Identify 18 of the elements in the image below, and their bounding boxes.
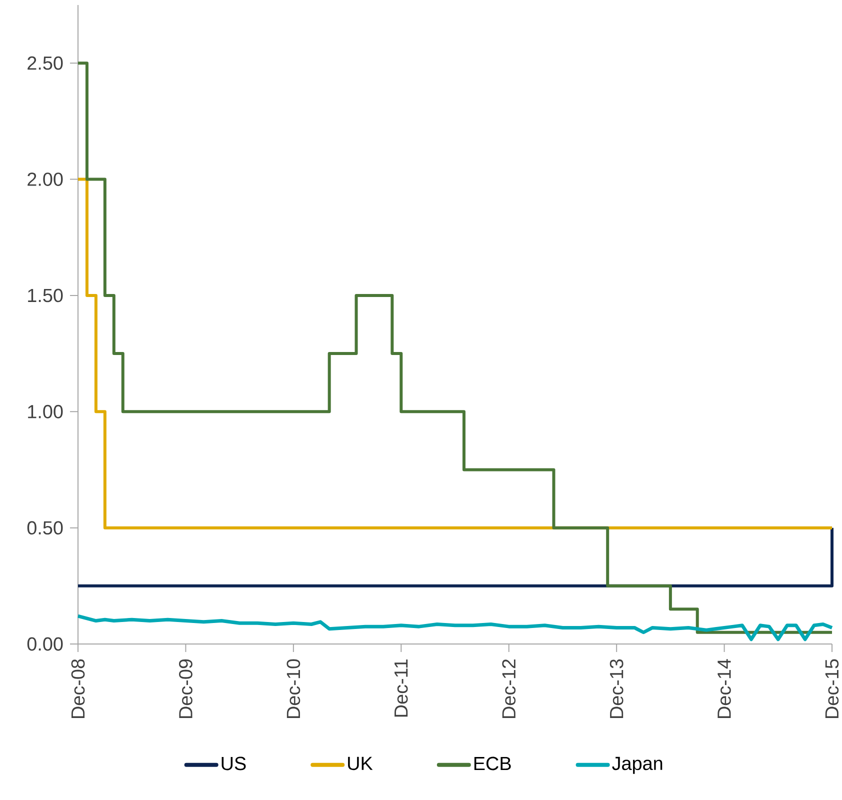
x-tick-label: Dec-10 — [286, 659, 300, 718]
y-tick-label: 0.50 — [27, 521, 63, 535]
x-tick-label: Dec-14 — [718, 659, 731, 718]
x-tick-label: Dec-15 — [825, 659, 839, 718]
legend-label: Japan — [612, 756, 662, 774]
x-tick-label: Dec-11 — [394, 659, 408, 717]
y-tick-label: 0.00 — [27, 637, 63, 651]
x-tick-label: Dec-09 — [179, 659, 192, 718]
legend-label: UK — [348, 756, 373, 770]
y-tick-label: 1.50 — [28, 288, 63, 302]
y-tick-label: 1.00 — [28, 404, 63, 418]
legend-label: US — [222, 756, 246, 770]
x-tick-label: Dec-12 — [502, 659, 516, 718]
y-tick-label: 2.00 — [28, 172, 63, 186]
y-tick-label: 2.50 — [28, 56, 63, 70]
x-tick-label: Dec-13 — [610, 659, 624, 718]
legend-label: ECB — [474, 756, 511, 770]
x-tick-label: Dec-08 — [71, 659, 85, 718]
